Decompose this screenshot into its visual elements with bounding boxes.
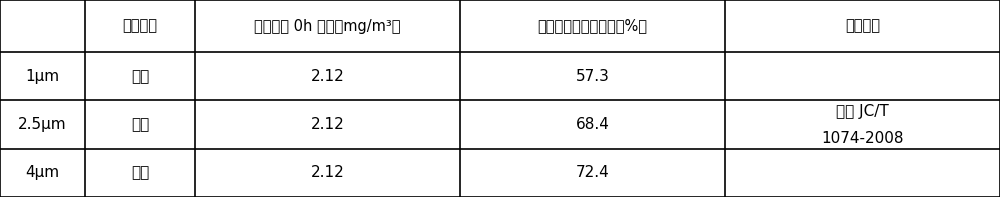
Text: 检测方法: 检测方法 bbox=[845, 19, 880, 34]
Text: 57.3: 57.3 bbox=[576, 69, 609, 84]
Text: 甲醒: 甲醒 bbox=[131, 117, 149, 132]
Text: 参照 JC/T
1074-2008: 参照 JC/T 1074-2008 bbox=[821, 104, 904, 146]
Text: 分析项目: 分析项目 bbox=[122, 19, 158, 34]
Text: 1μm: 1μm bbox=[25, 69, 60, 84]
Text: 2.12: 2.12 bbox=[311, 69, 344, 84]
Text: 实验条件下的下降率（%）: 实验条件下的下降率（%） bbox=[538, 19, 648, 34]
Text: 甲醒: 甲醒 bbox=[131, 69, 149, 84]
Text: 2.5μm: 2.5μm bbox=[18, 117, 67, 132]
Text: 2.12: 2.12 bbox=[311, 165, 344, 180]
Text: 放入样品 0h 浓度（mg/m³）: 放入样品 0h 浓度（mg/m³） bbox=[254, 19, 401, 34]
Text: 4μm: 4μm bbox=[25, 165, 60, 180]
Text: 2.12: 2.12 bbox=[311, 117, 344, 132]
Text: 甲醒: 甲醒 bbox=[131, 165, 149, 180]
Text: 72.4: 72.4 bbox=[576, 165, 609, 180]
Text: 68.4: 68.4 bbox=[576, 117, 609, 132]
